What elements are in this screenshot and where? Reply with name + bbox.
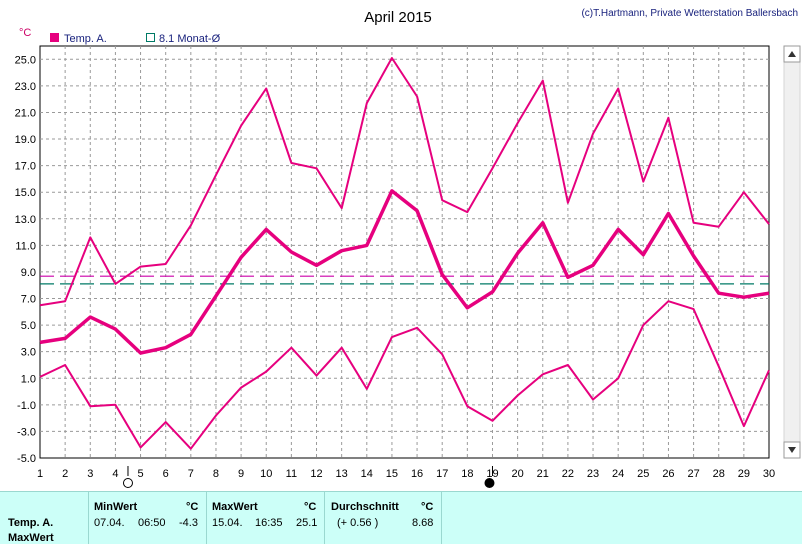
y-tick-label: 11.0: [15, 240, 36, 252]
copyright-text: (c)T.Hartmann, Private Wetterstation Bal…: [581, 8, 798, 19]
chevron-down-icon: [788, 447, 796, 453]
plot-area: [39, 45, 770, 459]
legend-series-label: Temp. A.: [64, 33, 107, 45]
x-tick-label: 27: [687, 468, 699, 480]
x-tick-label: 22: [562, 468, 574, 480]
legend-avg-label: 8.1 Monat-Ø: [159, 33, 221, 45]
min-unit: °C: [186, 501, 199, 513]
stats-row-sublabel: MaxWert: [8, 532, 54, 544]
y-tick-label: 17.0: [15, 161, 36, 173]
x-tick-label: 9: [238, 468, 244, 480]
series-line-max: [39, 57, 770, 307]
x-tick-label: 15: [386, 468, 398, 480]
x-tick-label: 29: [738, 468, 750, 480]
x-tick-label: 24: [612, 468, 624, 480]
x-tick-label: 20: [511, 468, 523, 480]
x-tick-label: 26: [662, 468, 674, 480]
y-tick-label: 19.0: [15, 134, 36, 146]
x-tick-label: 23: [587, 468, 599, 480]
scrollbar-track[interactable]: [783, 45, 801, 459]
series-line-min: [39, 300, 770, 450]
x-tick-label: 4: [112, 468, 118, 480]
avg-value: 8.68: [412, 517, 434, 529]
legend-series-swatch: [50, 33, 59, 42]
x-tick-label: 13: [336, 468, 348, 480]
max-header: MaxWert: [212, 501, 258, 513]
y-tick-label: -1.0: [17, 400, 36, 412]
axes: 25.023.021.019.017.015.013.011.09.07.05.…: [15, 54, 775, 488]
min-value: -4.3: [179, 517, 198, 529]
x-tick-label: 18: [461, 468, 473, 480]
x-tick-label: 14: [361, 468, 373, 480]
x-tick-label: 7: [188, 468, 194, 480]
max-date: 15.04.: [212, 517, 243, 529]
x-tick-label: 5: [137, 468, 143, 480]
x-tick-label: 28: [713, 468, 725, 480]
y-tick-label: 25.0: [15, 54, 36, 66]
y-tick-label: 5.0: [21, 320, 36, 332]
chart-title: April 2015: [364, 9, 432, 26]
x-tick-label: 8: [213, 468, 219, 480]
new-moon-icon: [484, 478, 495, 488]
y-tick-label: 13.0: [15, 214, 36, 226]
x-tick-label: 11: [286, 468, 297, 480]
x-tick-label: 6: [163, 468, 169, 480]
legend-avg-swatch: [146, 33, 155, 42]
chevron-up-icon: [788, 51, 796, 57]
x-tick-label: 21: [537, 468, 549, 480]
avg-header: Durchschnitt: [331, 501, 399, 513]
x-tick-label: 12: [310, 468, 322, 480]
min-time: 06:50: [138, 517, 166, 529]
x-tick-label: 10: [260, 468, 272, 480]
x-tick-label: 17: [436, 468, 448, 480]
y-tick-label: 21.0: [15, 107, 36, 119]
x-tick-label: 16: [411, 468, 423, 480]
series-lines: [39, 57, 770, 450]
max-time: 16:35: [255, 517, 283, 529]
reference-lines: [40, 275, 769, 285]
y-tick-label: 7.0: [21, 294, 36, 306]
max-value: 25.1: [296, 517, 318, 529]
min-header: MinWert: [94, 501, 138, 513]
y-tick-label: -5.0: [17, 453, 36, 465]
avg-delta: (+ 0.56 ): [337, 517, 379, 529]
x-tick-label: 25: [637, 468, 649, 480]
stats-row-label: Temp. A.: [8, 517, 54, 529]
full-moon-icon: [122, 478, 133, 488]
y-tick-label: 23.0: [15, 81, 36, 93]
series-line-mean: [39, 189, 770, 355]
max-unit: °C: [304, 501, 317, 513]
y-tick-label: 3.0: [21, 347, 36, 359]
x-tick-label: 1: [37, 468, 43, 480]
x-tick-label: 3: [87, 468, 93, 480]
y-tick-label: -3.0: [17, 426, 36, 438]
x-tick-label: 30: [763, 468, 775, 480]
stats-panel: Temp. A. MaxWert MinWert °C 07.04. 06:50…: [0, 491, 802, 544]
temperature-chart: April 2015 (c)T.Hartmann, Private Wetter…: [15, 8, 801, 488]
y-axis-unit: °C: [19, 27, 31, 39]
avg-unit: °C: [421, 501, 434, 513]
min-date: 07.04.: [94, 517, 125, 529]
y-tick-label: 15.0: [15, 187, 36, 199]
y-tick-label: 1.0: [21, 373, 36, 385]
x-tick-label: 2: [62, 468, 68, 480]
y-tick-label: 9.0: [21, 267, 36, 279]
